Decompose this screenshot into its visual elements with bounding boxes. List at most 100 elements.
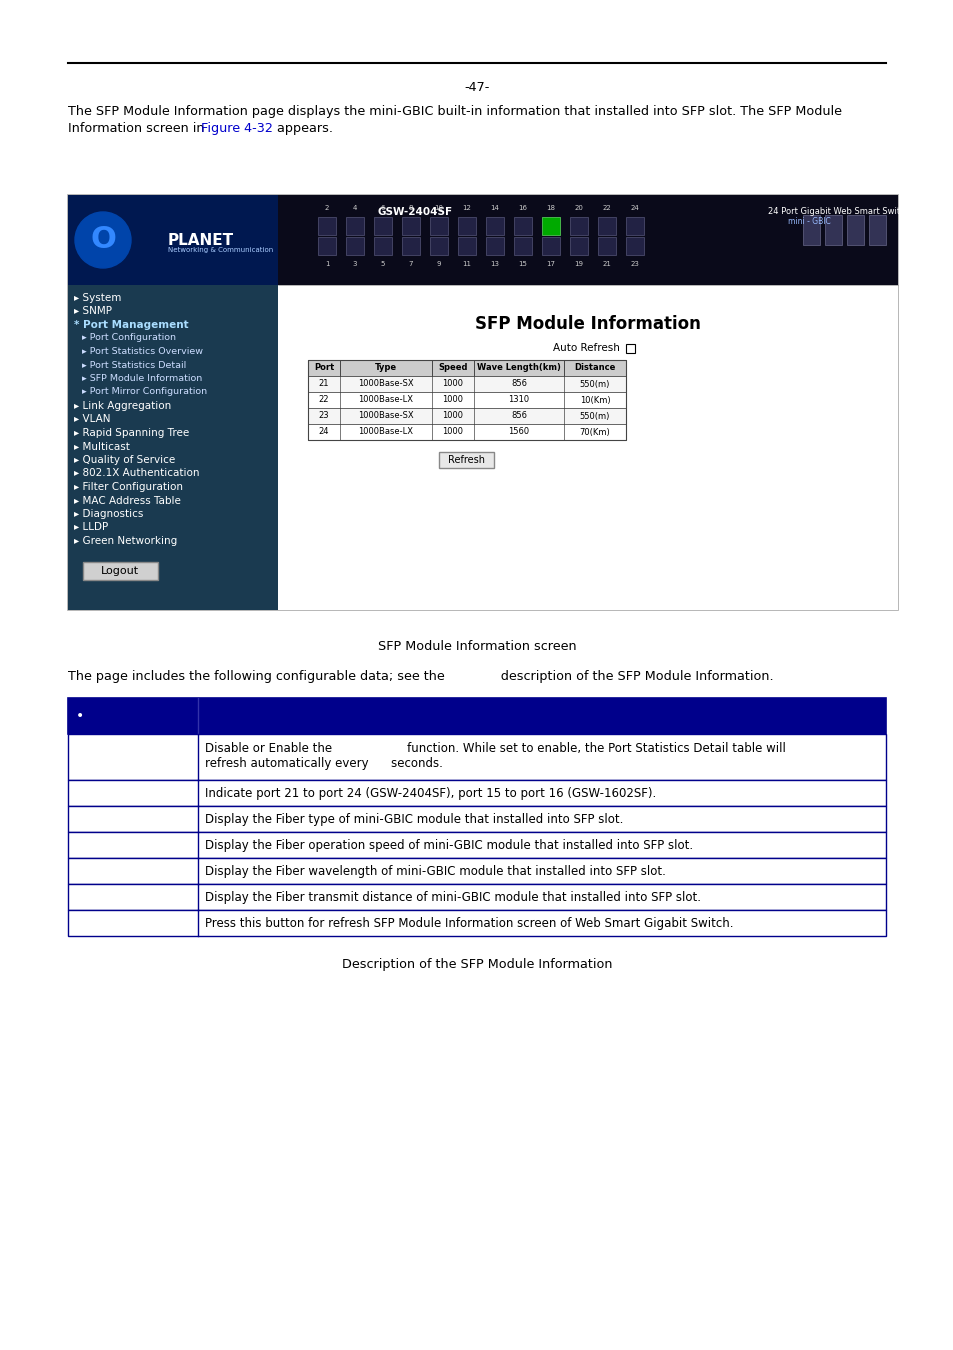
Text: Display the Fiber type of mini-GBIC module that installed into SFP slot.: Display the Fiber type of mini-GBIC modu… [205,813,622,825]
Bar [625,238,643,255]
Bar [625,217,643,235]
Text: ▸ Diagnostics: ▸ Diagnostics [74,509,143,518]
Text: Type: Type [375,363,396,373]
Bar [598,217,616,235]
Bar [68,806,885,832]
Bar [868,215,885,244]
Text: Figure 4-32: Figure 4-32 [201,122,273,135]
Text: 23: 23 [630,261,639,267]
Text: Press this button for refresh SFP Module Information screen of Web Smart Gigabit: Press this button for refresh SFP Module… [205,917,733,930]
Text: 16: 16 [518,205,527,211]
Bar [308,360,625,440]
Bar [569,238,587,255]
Text: ▸ Filter Configuration: ▸ Filter Configuration [74,482,183,491]
Text: 1560: 1560 [508,428,529,436]
Text: Information screen in: Information screen in [68,122,209,135]
Bar [541,217,559,235]
Bar [824,215,841,244]
Text: 1000Base-LX: 1000Base-LX [358,428,413,436]
Bar [374,217,392,235]
Text: Auto Refresh: Auto Refresh [553,343,622,352]
Text: 1000Base-SX: 1000Base-SX [357,379,414,389]
Bar [598,238,616,255]
Bar [68,285,277,610]
Text: •: • [76,709,84,724]
Bar [346,238,364,255]
Text: Display the Fiber operation speed of mini-GBIC module that installed into SFP sl: Display the Fiber operation speed of min… [205,838,693,852]
Bar [802,215,820,244]
Text: refresh automatically every      seconds.: refresh automatically every seconds. [205,757,442,769]
Bar [374,238,392,255]
Text: 12: 12 [462,205,471,211]
Text: 21: 21 [318,379,329,389]
Bar [68,910,885,936]
Text: The page includes the following configurable data; see the              descript: The page includes the following configur… [68,670,773,683]
Bar [308,360,625,377]
Bar [317,238,335,255]
Text: 1000: 1000 [442,412,463,420]
Text: GSW-2404SF: GSW-2404SF [377,207,453,217]
Text: ▸ LLDP: ▸ LLDP [74,522,108,532]
Text: The SFP Module Information page displays the mini-GBIC built-in information that: The SFP Module Information page displays… [68,105,841,117]
Bar [569,217,587,235]
Text: -47-: -47- [464,81,489,95]
Text: ▸ Green Networking: ▸ Green Networking [74,536,177,545]
Text: ▸ Port Statistics Overview: ▸ Port Statistics Overview [82,347,203,356]
Text: 550(m): 550(m) [579,379,610,389]
Text: ▸ Multicast: ▸ Multicast [74,441,130,451]
Text: 11: 11 [462,261,471,267]
Text: Display the Fiber wavelength of mini-GBIC module that installed into SFP slot.: Display the Fiber wavelength of mini-GBI… [205,864,665,878]
Text: 4: 4 [353,205,356,211]
Text: ▸ VLAN: ▸ VLAN [74,414,111,424]
Text: 856: 856 [511,379,526,389]
Text: 22: 22 [318,396,329,405]
Text: SFP Module Information: SFP Module Information [475,315,700,333]
Bar [457,217,476,235]
Text: 1310: 1310 [508,396,529,405]
Bar [308,392,625,408]
Text: 1000: 1000 [442,396,463,405]
Text: Logout: Logout [101,566,139,576]
Bar [485,238,503,255]
Text: ▸ System: ▸ System [74,293,121,302]
Text: 18: 18 [546,205,555,211]
Bar [68,780,885,806]
Text: 10(Km): 10(Km) [579,396,610,405]
Text: 1000: 1000 [442,428,463,436]
Text: ▸ Quality of Service: ▸ Quality of Service [74,455,175,464]
Bar [625,344,635,352]
Text: 550(m): 550(m) [579,412,610,420]
Text: 19: 19 [574,261,583,267]
Text: O: O [90,225,116,255]
Bar [308,377,625,392]
Text: ▸ Port Statistics Detail: ▸ Port Statistics Detail [82,360,186,370]
Bar [457,238,476,255]
Text: 856: 856 [511,412,526,420]
Text: 1000Base-LX: 1000Base-LX [358,396,413,405]
Text: ▸ MAC Address Table: ▸ MAC Address Table [74,495,181,505]
Text: ▸ Port Configuration: ▸ Port Configuration [82,333,175,343]
Bar [430,238,448,255]
Bar [541,238,559,255]
Text: PLANET: PLANET [168,234,233,248]
Text: 8: 8 [408,205,413,211]
Bar [68,194,897,610]
Text: Disable or Enable the                    function. While set to enable, the Port: Disable or Enable the function. While se… [205,743,785,755]
Bar [846,215,863,244]
Text: 2: 2 [324,205,329,211]
Bar [68,734,885,780]
Text: 21: 21 [602,261,611,267]
Text: 24: 24 [630,205,639,211]
Bar [68,194,277,285]
Bar [317,217,335,235]
Text: mini - GBIC: mini - GBIC [787,217,830,225]
Text: 14: 14 [490,205,499,211]
Bar [308,424,625,440]
Text: 13: 13 [490,261,499,267]
Text: Refresh: Refresh [448,455,485,464]
Bar [68,832,885,859]
Text: 7: 7 [408,261,413,267]
Text: Display the Fiber transmit distance of mini-GBIC module that installed into SFP : Display the Fiber transmit distance of m… [205,891,700,903]
Text: 22: 22 [602,205,611,211]
Text: ▸ SFP Module Information: ▸ SFP Module Information [82,374,202,383]
